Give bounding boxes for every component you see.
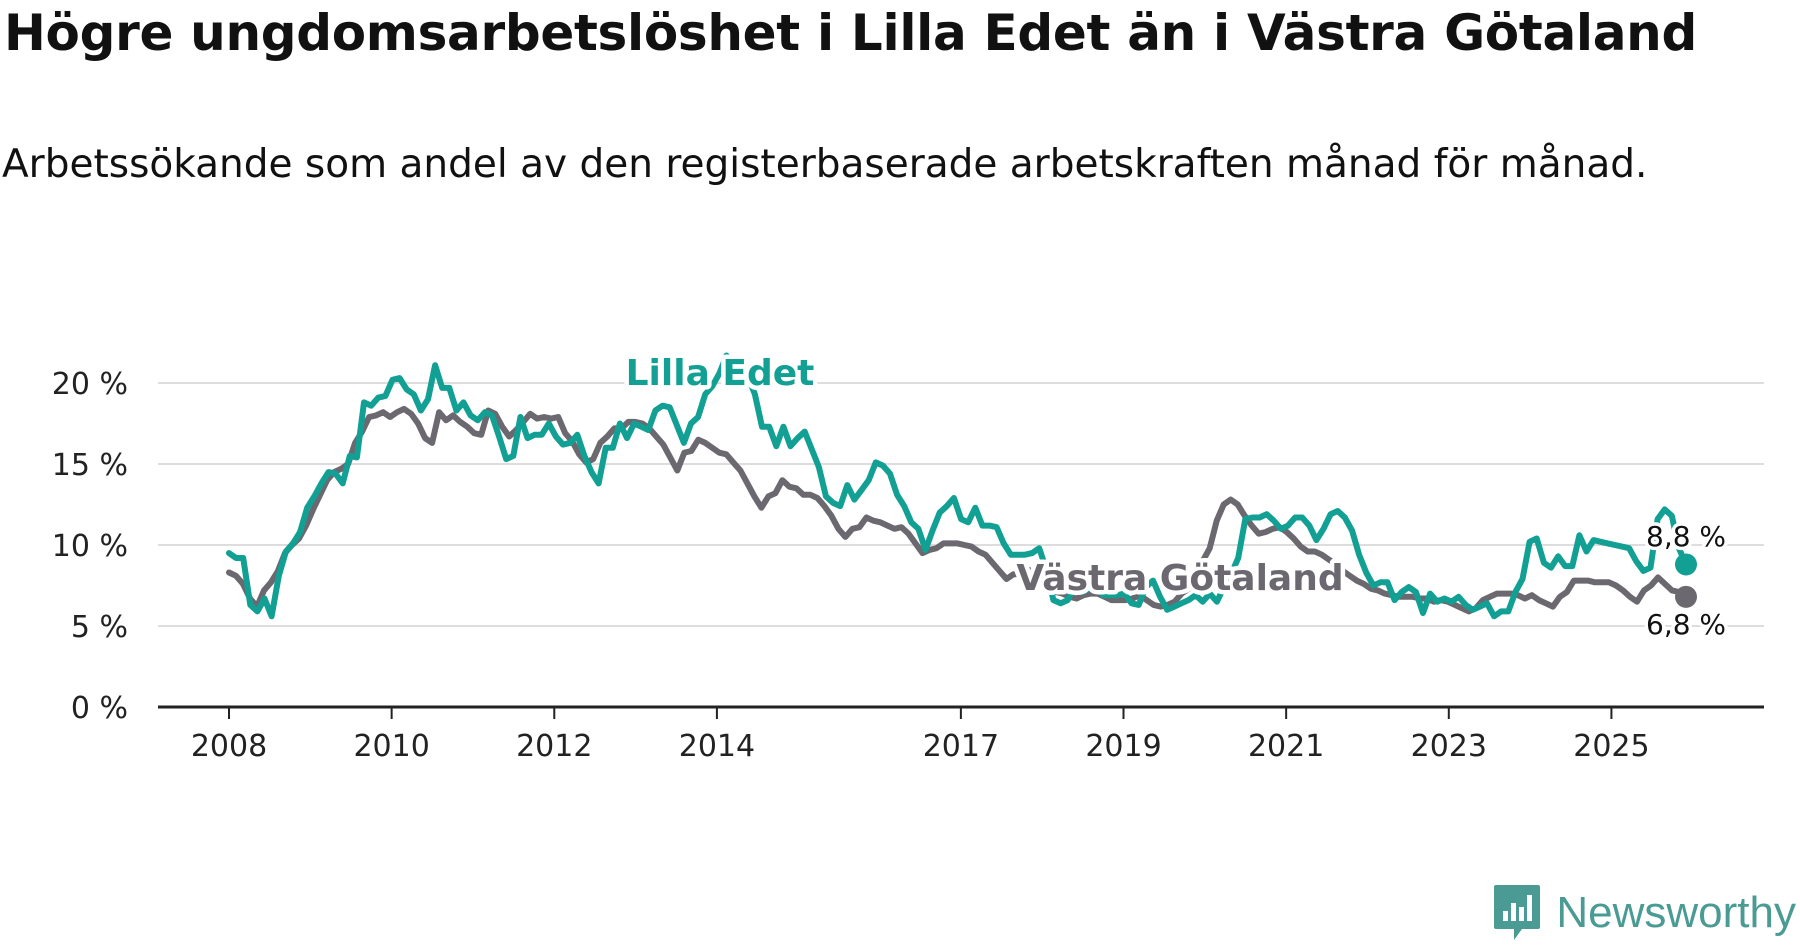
series-line-lilla-edet	[226, 352, 1689, 620]
series-label-lilla-edet: Lilla Edet	[626, 353, 815, 394]
chart-title: Högre ungdomsarbetslöshet i Lilla Edet ä…	[4, 4, 1697, 62]
label-layer: Lilla Edet Västra Götaland 8,8 % 6,8 %	[621, 349, 1729, 645]
y-tick-label: 0 %	[71, 691, 128, 726]
end-point-marker	[1675, 585, 1697, 608]
grid-layer	[158, 382, 1764, 627]
end-point-marker	[1675, 553, 1697, 576]
x-tick-label: 2025	[1573, 729, 1649, 764]
axis-layer: 0 % 5 % 10 % 15 % 20 % 2008 2010 2012 2014 2017 20…	[52, 367, 1764, 764]
x-tick-label: 2023	[1411, 729, 1487, 764]
x-tick-label: 2021	[1248, 729, 1324, 764]
y-tick-label: 5 %	[71, 610, 128, 645]
series-label-vastra-gotaland: Västra Götaland	[1016, 558, 1343, 599]
x-tick-label: 2010	[353, 729, 429, 764]
end-value-label-lilla-edet: 8,8 %	[1646, 520, 1726, 553]
newsworthy-logo-icon	[1494, 885, 1541, 940]
end-value-label-vastra-gotaland: 6,8 %	[1646, 608, 1726, 641]
newsworthy-brand: Newsworthy	[1492, 878, 1796, 948]
x-tick-label: 2019	[1085, 729, 1161, 764]
y-tick-label: 20 %	[52, 367, 128, 402]
x-tick-label: 2008	[191, 729, 267, 764]
x-tick-label: 2012	[516, 729, 592, 764]
chart-subtitle: Arbetssökande som andel av den registerb…	[2, 142, 1648, 187]
x-tick-label: 2014	[679, 729, 755, 764]
y-tick-label: 10 %	[52, 529, 128, 564]
y-tick-label: 15 %	[52, 448, 128, 483]
series-layer	[226, 352, 1697, 620]
brand-name: Newsworthy	[1556, 888, 1796, 937]
x-tick-label: 2017	[923, 729, 999, 764]
